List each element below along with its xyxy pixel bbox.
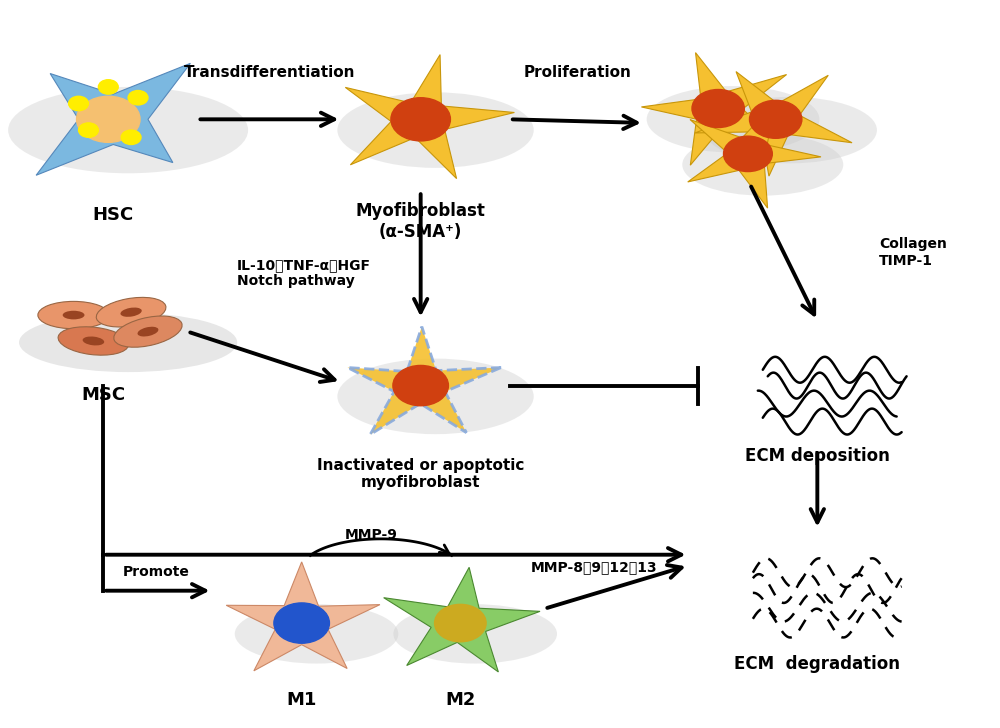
Text: ECM deposition: ECM deposition [745,447,890,464]
Text: IL-10、TNF-α、HGF
Notch pathway: IL-10、TNF-α、HGF Notch pathway [237,258,371,288]
Text: HSC: HSC [93,206,134,223]
Polygon shape [347,327,501,435]
Circle shape [128,90,148,105]
Ellipse shape [704,97,877,163]
Ellipse shape [83,336,104,346]
Circle shape [393,365,448,405]
Text: Transdifferentiation: Transdifferentiation [184,65,356,80]
Circle shape [391,98,450,141]
Polygon shape [688,102,821,208]
Circle shape [121,130,141,144]
Ellipse shape [58,327,129,355]
Text: M1: M1 [286,692,317,710]
Text: MSC: MSC [81,386,125,403]
Text: M2: M2 [445,692,476,710]
Polygon shape [384,567,540,672]
Ellipse shape [337,359,534,434]
Text: Myofibroblast
(α-SMA⁺): Myofibroblast (α-SMA⁺) [356,202,486,241]
Circle shape [77,96,140,143]
Polygon shape [36,63,190,175]
Text: MMP-9: MMP-9 [345,528,398,542]
Ellipse shape [19,313,237,372]
Text: Promote: Promote [123,565,190,579]
Ellipse shape [114,316,182,347]
Text: MMP-8、9、12、13: MMP-8、9、12、13 [531,560,658,574]
Polygon shape [345,55,514,178]
Circle shape [435,604,486,642]
Text: Collagen
TIMP-1: Collagen TIMP-1 [879,237,947,268]
Ellipse shape [337,92,534,168]
Text: Inactivated or apoptotic
myofibroblast: Inactivated or apoptotic myofibroblast [317,458,524,490]
Circle shape [79,123,98,138]
Ellipse shape [235,604,398,663]
Polygon shape [695,71,852,176]
Polygon shape [226,562,380,670]
Circle shape [750,100,802,138]
Ellipse shape [96,297,166,327]
Ellipse shape [63,311,84,320]
Text: Proliferation: Proliferation [523,65,631,80]
Ellipse shape [138,327,158,336]
Circle shape [274,603,329,644]
Ellipse shape [38,301,109,329]
Text: ECM  degradation: ECM degradation [734,655,900,673]
Ellipse shape [647,86,819,153]
Ellipse shape [120,307,142,317]
Circle shape [692,90,744,127]
Ellipse shape [682,134,843,196]
Ellipse shape [8,87,248,173]
Circle shape [69,96,88,111]
Circle shape [724,136,772,172]
Circle shape [98,80,118,94]
Ellipse shape [393,604,557,663]
Polygon shape [641,52,787,165]
